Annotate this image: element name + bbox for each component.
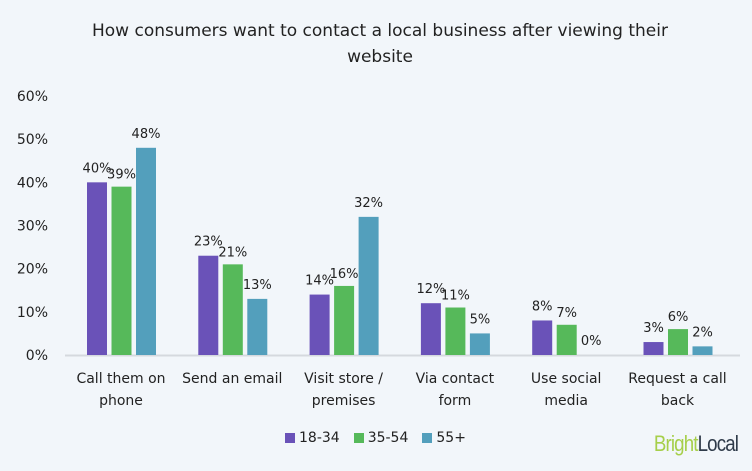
data-label: 8%: [532, 299, 553, 314]
bar: [222, 264, 243, 355]
x-tick-label: premises: [312, 393, 376, 409]
x-tick-label: form: [439, 393, 472, 409]
data-label: 5%: [470, 312, 491, 327]
data-label: 7%: [556, 306, 577, 321]
data-label: 14%: [305, 274, 334, 289]
legend-label: 18-34: [299, 430, 340, 446]
data-label: 13%: [243, 278, 272, 293]
y-tick-label: 20%: [17, 262, 48, 278]
data-label: 16%: [330, 267, 359, 282]
legend-swatch: [353, 433, 364, 443]
data-label: 12%: [416, 282, 445, 297]
data-label: 11%: [441, 289, 470, 304]
bar: [198, 255, 219, 355]
brightlocal-logo: BrightLocal: [653, 431, 739, 456]
legend-label: 35-54: [367, 430, 409, 446]
x-tick-label: Via contact: [416, 371, 495, 387]
x-tick-label: Use social: [531, 371, 602, 387]
bar: [111, 186, 132, 355]
bar: [87, 182, 107, 355]
x-tick-label: Request a call: [628, 371, 726, 387]
data-label: 6%: [668, 310, 689, 325]
bar: [358, 216, 379, 355]
bar: [420, 303, 441, 355]
legend-item: 35-54: [353, 430, 409, 446]
legend-swatch: [422, 433, 433, 443]
x-tick-label: Visit store /: [304, 371, 383, 387]
bar: [668, 329, 688, 355]
x-tick-label: phone: [99, 393, 143, 409]
x-tick-label: Send an email: [182, 371, 282, 387]
data-label: 2%: [692, 325, 713, 340]
legend: 18-34 35-54 55+: [285, 430, 466, 446]
data-label: 21%: [218, 245, 247, 260]
data-label: 23%: [194, 235, 223, 250]
y-tick-label: 0%: [26, 348, 48, 364]
y-tick-label: 10%: [17, 305, 48, 321]
data-label: 39%: [107, 168, 136, 183]
bar: [532, 320, 553, 355]
data-label: 32%: [354, 196, 383, 211]
bar: [334, 285, 355, 355]
y-tick-label: 50%: [17, 132, 48, 148]
data-label: 0%: [581, 334, 602, 349]
chart-title: How consumers want to contact a local bu…: [92, 21, 668, 67]
data-label: 3%: [643, 321, 664, 336]
bar: [247, 298, 268, 355]
bar: [445, 307, 466, 355]
bar: [309, 294, 330, 355]
y-tick-label: 30%: [17, 219, 48, 235]
x-tick-label: back: [661, 393, 695, 409]
data-label: 40%: [83, 161, 112, 176]
bar: [643, 342, 664, 355]
legend-swatch: [285, 433, 295, 443]
bar: [692, 346, 713, 355]
y-tick-label: 60%: [17, 89, 48, 105]
bar: [469, 333, 490, 355]
x-tick-label: media: [544, 393, 588, 409]
legend-item: 55+: [422, 430, 466, 446]
bar: [556, 324, 577, 355]
legend-label: 55+: [436, 430, 466, 446]
bar: [136, 147, 156, 355]
data-label: 48%: [132, 127, 161, 142]
legend-item: 18-34: [285, 430, 340, 446]
y-tick-label: 40%: [17, 175, 48, 191]
x-tick-label: Call them on: [76, 371, 165, 387]
